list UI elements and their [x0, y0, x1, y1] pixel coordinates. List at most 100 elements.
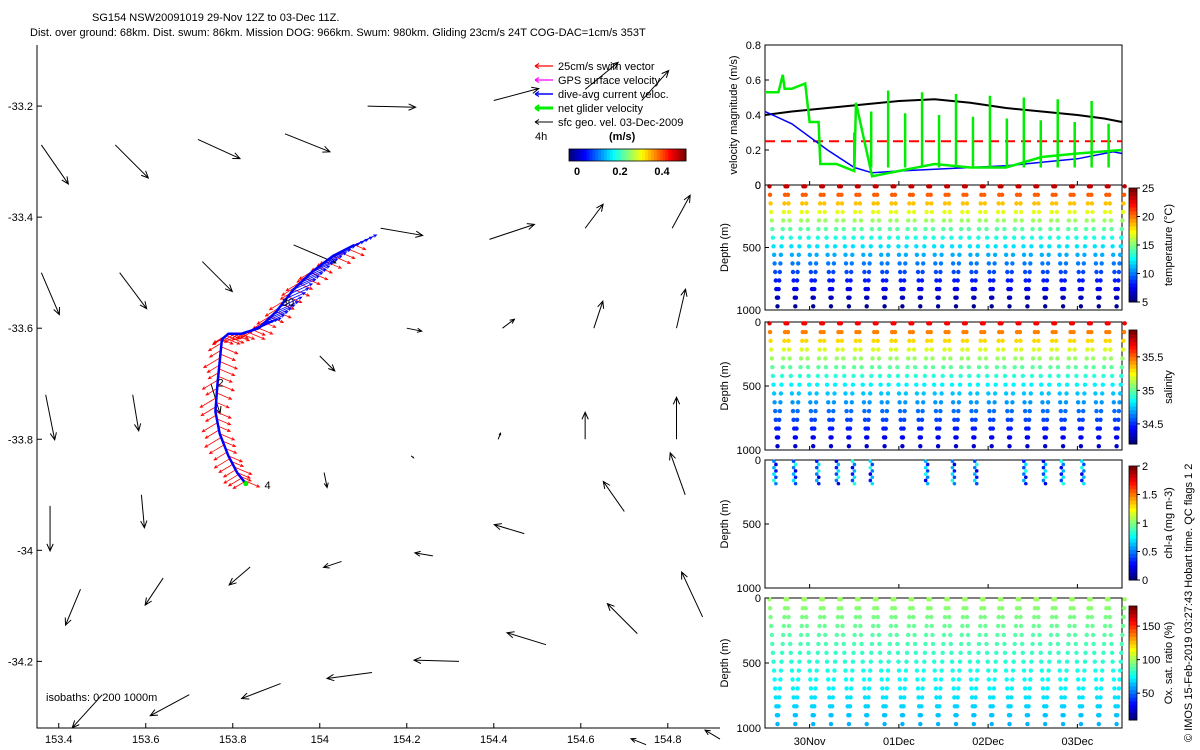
- swim-vector-13-1: [213, 458, 231, 469]
- legend-cbar-seg-31: [659, 149, 664, 161]
- oxygen-point-7-15: [900, 713, 906, 718]
- salinity-point-10-15: [954, 435, 959, 440]
- oxygen-point-1-22: [797, 650, 803, 655]
- salinity-cbar-seg-4: [1129, 425, 1137, 430]
- chla-cbar-seg-16: [1129, 515, 1137, 520]
- salinity-point-2-7: [807, 382, 812, 387]
- temperature-point-15-11: [1041, 278, 1046, 283]
- oxygen-point-11-11: [969, 695, 975, 700]
- temperature-point-18-14: [1096, 304, 1102, 309]
- salinity-point-19-18: [1116, 408, 1122, 414]
- salinity-point-13-5: [1002, 365, 1007, 370]
- oxygen-point-13-19: [1010, 677, 1015, 682]
- oxygen-point-10-20: [957, 668, 962, 673]
- temperature-point-2-6: [806, 235, 811, 240]
- legend-cbar-seg-4: [580, 149, 585, 161]
- salinity-point-6-16: [883, 426, 888, 431]
- legend-cbar-tick-1: 0.2: [612, 166, 627, 178]
- salinity-point-19-0: [1106, 321, 1111, 326]
- salinity-point-19-20: [1117, 391, 1123, 396]
- salinity-point-19-22: [1119, 373, 1124, 379]
- temperature-point-4-6: [842, 235, 847, 240]
- oxygen-point-3-8: [825, 668, 830, 673]
- oxygen-point-7-14: [900, 721, 905, 727]
- oxygen-point-8-1: [910, 606, 915, 611]
- velocity-series-2: [765, 74, 1123, 178]
- oxygen-point-13-5: [1002, 641, 1007, 647]
- salinity-point-13-17: [1009, 417, 1014, 422]
- oxygen-point-19-5: [1109, 641, 1114, 647]
- temperature-point-18-8: [1093, 252, 1098, 257]
- oxygen-point-2-17: [812, 695, 818, 700]
- salinity-point-11-11: [969, 417, 975, 422]
- salinity-point-4-7: [842, 382, 848, 387]
- temperature-point-18-18: [1098, 269, 1104, 275]
- oxygen-point-5-24: [870, 632, 875, 638]
- temperature-point-11-2: [964, 201, 970, 206]
- chla-cbar-seg-10: [1129, 538, 1137, 543]
- temperature-point-9-16: [937, 286, 942, 292]
- oxygen-point-7-23: [905, 641, 910, 647]
- sfc-arrow-38: [669, 451, 686, 495]
- swim-vector-11-3: [201, 422, 218, 433]
- chla-point-5-110: [868, 472, 873, 476]
- temperature-point-7-15: [900, 295, 906, 300]
- temperature-point-0-18: [777, 269, 782, 275]
- temperature-point-2-10: [808, 269, 814, 275]
- salinity-point-8-19: [921, 400, 926, 405]
- oxygen-ytick-label-0: 0: [755, 593, 761, 605]
- salinity-point-16-10: [1058, 408, 1064, 414]
- oxygen-point-9-11: [934, 695, 939, 700]
- oxygen-point-8-21: [922, 659, 927, 664]
- sfc-arrow-43: [412, 656, 459, 664]
- salinity-cbar-seg-23: [1129, 352, 1137, 358]
- salinity-point-2-2: [804, 338, 809, 343]
- oxygen-point-6-15: [883, 713, 888, 718]
- oxygen-point-12-18: [991, 686, 997, 691]
- chla-point-2-160: [814, 478, 819, 483]
- temperature-point-12-6: [984, 235, 990, 240]
- salinity-point-8-9: [915, 400, 920, 405]
- oxygen-point-9-17: [937, 695, 943, 700]
- figure-title-line1: SG154 NSW20091019 29-Nov 12Z to 03-Dec 1…: [92, 12, 339, 24]
- sfc-arrow-2: [197, 138, 242, 160]
- oxygen-point-1-2: [786, 614, 791, 620]
- salinity-point-8-5: [912, 365, 918, 370]
- temperature-point-14-1: [1017, 192, 1023, 197]
- temperature-point-7-3: [893, 209, 899, 215]
- temperature-point-3-20: [832, 252, 837, 257]
- salinity-point-2-10: [808, 408, 814, 414]
- salinity-point-0-3: [769, 347, 774, 352]
- temperature-point-13-18: [1009, 269, 1014, 275]
- chla-cbar-seg-7: [1129, 549, 1137, 554]
- oxygen-point-19-17: [1116, 695, 1121, 700]
- oxygen-point-9-9: [933, 677, 938, 682]
- chla-point-9-110: [1022, 472, 1026, 476]
- temperature-point-0-15: [775, 295, 781, 300]
- oxygen-point-8-25: [924, 623, 929, 629]
- oxygen-point-10-6: [949, 650, 954, 655]
- swim-vector-12-0: [219, 433, 236, 441]
- oxygen-point-12-8: [986, 668, 991, 673]
- chla-point-1-35: [793, 462, 798, 467]
- time-xtick-label-0: 30Nov: [794, 736, 826, 748]
- chla-point-8-35: [974, 462, 979, 467]
- salinity-point-6-7: [878, 382, 883, 387]
- oxygen-point-9-22: [940, 650, 945, 655]
- oxygen-point-9-19: [938, 677, 944, 682]
- temperature-point-12-5: [984, 226, 989, 232]
- salinity-point-4-1: [839, 329, 844, 335]
- salinity-point-17-4: [1073, 356, 1078, 361]
- oxygen-point-1-18: [795, 686, 800, 691]
- chla-cbar-tick-label-3: 1.5: [1142, 490, 1157, 502]
- temperature-point-6-4: [876, 218, 882, 223]
- salinity-point-3-0: [820, 321, 826, 326]
- salinity-point-8-22: [922, 373, 928, 379]
- salinity-point-3-4: [823, 356, 828, 361]
- salinity-point-11-17: [973, 417, 978, 422]
- salinity-point-17-9: [1075, 400, 1081, 405]
- temperature-point-7-22: [904, 235, 910, 240]
- chla-point-4-85: [852, 469, 857, 473]
- salinity-point-0-25: [781, 347, 786, 352]
- temperature-point-8-23: [923, 226, 928, 232]
